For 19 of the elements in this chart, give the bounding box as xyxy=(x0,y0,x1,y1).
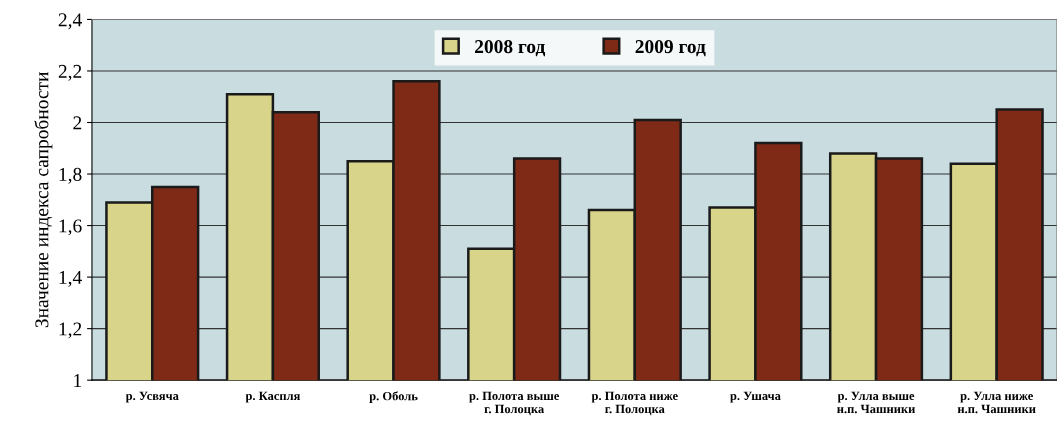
legend-label: 2008 год xyxy=(475,40,546,57)
y-tick-label: 1 xyxy=(74,374,82,387)
x-tick-label: р. Ушача xyxy=(730,391,781,403)
x-tick-label: р. Каспля xyxy=(245,391,301,403)
x-tick-label: р. Полота ниже г. Полоцка xyxy=(591,391,678,416)
y-tick-label: 1,8 xyxy=(59,167,82,184)
y-tick-label: 2,4 xyxy=(58,13,82,30)
x-tick-label: р. Оболь xyxy=(369,391,418,403)
x-tick-label: р. Полота выше г. Полоцка xyxy=(469,391,560,416)
x-tick-label: р. Улла выше н.п. Чашники xyxy=(837,391,916,414)
y-tick-label: 2 xyxy=(73,116,82,130)
x-tick-label: р. Усвяча xyxy=(125,391,179,403)
x-tick-label: р. Улла ниже н.п. Чашники xyxy=(957,391,1036,414)
y-tick-label: 1,6 xyxy=(59,219,82,236)
y-axis-title: Значение индекса сапробности xyxy=(34,72,53,328)
y-tick-label: 1,2 xyxy=(59,322,82,339)
y-tick-label: 1,4 xyxy=(59,271,82,287)
legend-label: 2009 год xyxy=(635,40,706,57)
y-tick-label: 2,2 xyxy=(58,64,82,81)
